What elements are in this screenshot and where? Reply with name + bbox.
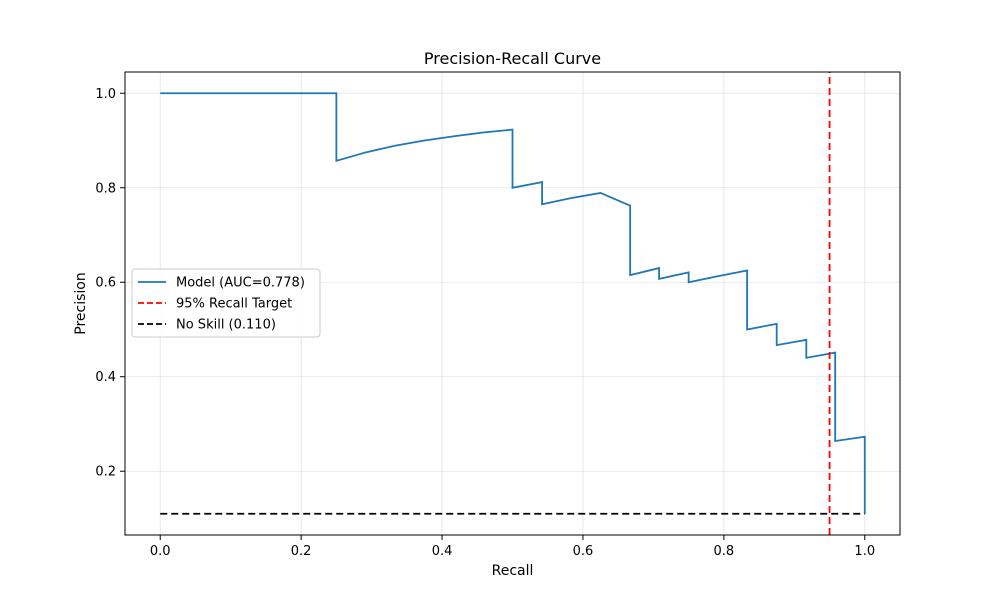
- y-tick-label: 0.2: [95, 465, 116, 480]
- y-tick-label: 0.6: [95, 276, 116, 291]
- x-tick-label: 0.2: [291, 544, 312, 559]
- y-tick-label: 0.8: [95, 181, 116, 196]
- x-tick-label: 1.0: [854, 544, 875, 559]
- chart-title: Precision-Recall Curve: [424, 49, 601, 68]
- x-tick-label: 0.6: [573, 544, 594, 559]
- axes-frame: [124, 71, 901, 536]
- series-lines: [160, 72, 866, 535]
- legend-item-recall-target: 95% Recall Target: [176, 297, 292, 312]
- x-axis-ticks: 0.0 0.2 0.4 0.6 0.8 1.0: [150, 535, 875, 559]
- x-axis-label: Recall: [492, 563, 534, 579]
- y-axis-label: Precision: [73, 272, 89, 334]
- y-axis-ticks: 0.2 0.4 0.6 0.8 1.0: [95, 87, 125, 480]
- x-tick-label: 0.8: [714, 544, 735, 559]
- legend-box: [131, 268, 321, 338]
- legend: Model (AUC=0.778) 95% Recall Target No Ski…: [131, 268, 321, 338]
- model-pr-curve: [160, 92, 866, 514]
- legend-item-model: Model (AUC=0.778): [176, 276, 305, 291]
- x-tick-label: 0.4: [432, 544, 453, 559]
- y-tick-label: 1.0: [95, 87, 116, 102]
- legend-item-no-skill: No Skill (0.110): [176, 318, 276, 333]
- y-tick-label: 0.4: [95, 370, 116, 385]
- x-tick-label: 0.0: [150, 544, 171, 559]
